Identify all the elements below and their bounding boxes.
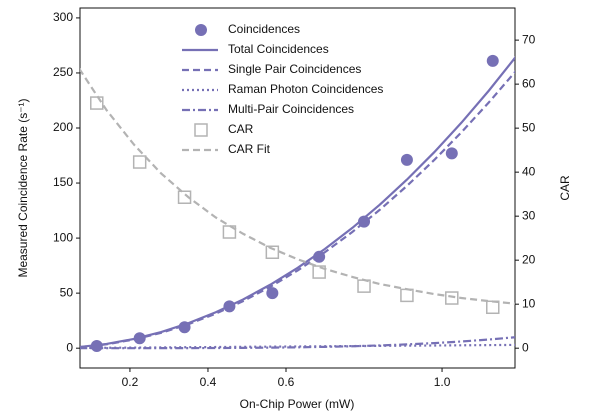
x-axis-label: On-Chip Power (mW) [240, 397, 355, 411]
y2-tick-label: 60 [522, 76, 536, 90]
square-marker [486, 300, 500, 315]
square-marker [177, 190, 192, 204]
square-marker [90, 96, 104, 110]
x-tick-label: 0.6 [278, 375, 295, 389]
y-tick-label: 50 [60, 285, 74, 299]
circle-marker [178, 321, 191, 334]
x-tick-label: 1.0 [434, 375, 451, 389]
y2-tick-label: 40 [522, 164, 536, 178]
legend-label: Coincidences [228, 22, 300, 36]
circle-marker [358, 215, 371, 228]
square-marker [445, 291, 459, 305]
square-marker [357, 279, 371, 293]
circle-marker [133, 332, 146, 345]
square-marker [132, 155, 147, 169]
y2-tick-label: 30 [522, 208, 536, 222]
legend-swatch [194, 123, 208, 137]
y-tick-label: 0 [66, 340, 73, 354]
series-line [80, 336, 515, 350]
circle-marker [486, 54, 499, 67]
y2-tick-label: 0 [522, 340, 529, 354]
plot-frame [79, 7, 516, 369]
circle-marker [223, 300, 236, 313]
y2-axis-label: CAR [558, 175, 572, 201]
square-marker [400, 288, 414, 303]
x-tick-label: 0.4 [200, 375, 217, 389]
legend-label: Single Pair Coincidences [228, 62, 361, 76]
y2-tick-label: 70 [522, 32, 536, 46]
legend-label: Multi-Pair Coincidences [228, 102, 354, 116]
circle-marker [266, 287, 279, 300]
y-tick-label: 250 [53, 65, 73, 79]
y2-tick-label: 10 [522, 296, 536, 310]
y-tick-label: 150 [53, 175, 73, 189]
legend-swatch [195, 24, 207, 36]
legend-label: Total Coincidences [228, 42, 329, 56]
legend: Coincidences Total Coincidences Single Pai… [182, 22, 383, 156]
circle-marker [313, 250, 326, 263]
square-marker [312, 265, 326, 279]
x-tick-label: 0.2 [122, 375, 139, 389]
series-line [80, 68, 515, 305]
y-axis-label: Measured Coincidence Rate (s⁻¹) [16, 98, 30, 277]
y2-tick-label: 50 [522, 120, 536, 134]
legend-label: CAR Fit [228, 142, 271, 156]
legend-label: Raman Photon Coincidences [228, 82, 383, 96]
y2-tick-label: 20 [522, 252, 536, 266]
y-tick-label: 300 [53, 10, 73, 24]
series-line [80, 70, 515, 349]
square-marker [265, 245, 280, 260]
circle-marker [90, 339, 103, 352]
square-marker [222, 225, 237, 239]
circle-marker [400, 153, 413, 166]
circle-marker [445, 147, 458, 160]
plot-area [80, 54, 515, 352]
series-line [80, 56, 515, 349]
y-tick-label: 100 [53, 230, 73, 244]
y-tick-label: 200 [53, 120, 73, 134]
legend-label: CAR [228, 122, 254, 136]
